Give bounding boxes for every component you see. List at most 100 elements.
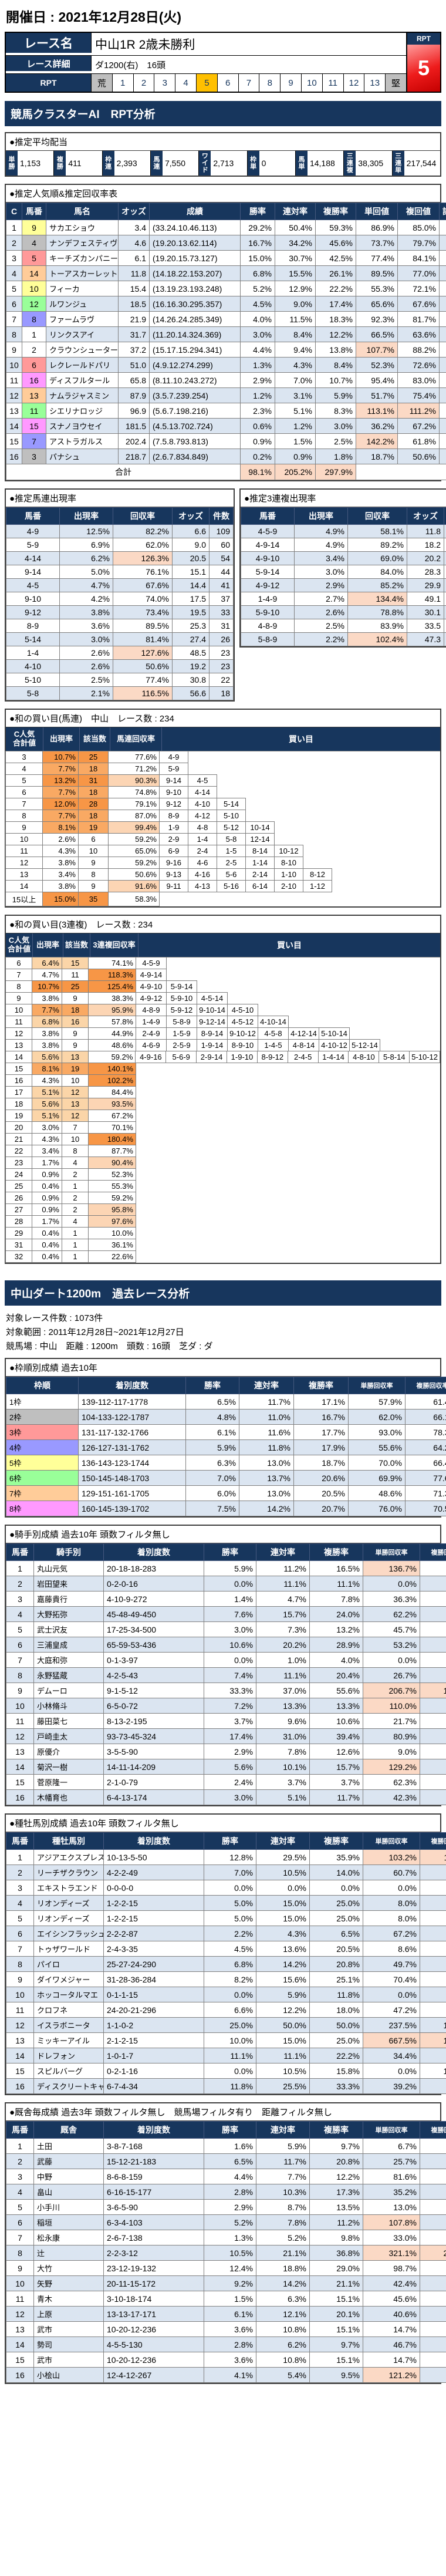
pick-cell: 2-9 <box>159 833 188 845</box>
payout-item: 枠単 0 <box>247 151 296 176</box>
cell: (33.24.10.46.113) <box>149 220 241 235</box>
cell: 160-145-139-1702 <box>78 1501 186 1516</box>
cell: 50.0% <box>256 2017 310 2033</box>
cell: 1.5% <box>275 433 316 449</box>
cell: 30.1 <box>407 605 444 619</box>
pick-cell: 12-14 <box>245 833 275 845</box>
buy-table-header: C人気 合計値 出現率 該当数 3連複回収率 買い目 <box>6 933 440 957</box>
cell: 0.9% <box>275 449 316 464</box>
cell: 14.2% <box>256 2275 310 2291</box>
cell: 中野 <box>33 2169 104 2184</box>
cell: 1 <box>62 1250 89 1263</box>
cell: 13.3% <box>256 1698 310 1714</box>
cell: 3.6% <box>204 2321 256 2337</box>
cell: 17-25-34-500 <box>103 1621 204 1637</box>
buy-row: 12 3.8% 9 59.2% 9-16 4-6 2-5 1-14 8-10 <box>5 857 440 869</box>
buy-row: 15以上 15.0% 35 58.3% <box>5 892 440 906</box>
cell: 15.4 <box>118 281 150 296</box>
cell: 81.7% <box>397 311 440 327</box>
pick-cell: 1-5 <box>217 845 246 857</box>
cell: 95.4% <box>356 372 398 388</box>
cell: 14 <box>6 2336 34 2352</box>
cell: 77.0% <box>397 265 440 281</box>
cell: 28 <box>78 798 109 810</box>
cell: 3 <box>5 751 43 763</box>
cell: 18 <box>78 763 109 775</box>
cell: 42.3% <box>363 1789 420 1805</box>
rate-row: 5-8 2.1% 116.5% 56.6 18 <box>6 686 234 700</box>
cell: アストラガルス <box>46 433 119 449</box>
cell: 29.0% <box>309 2260 363 2276</box>
rate-row: 5-10 2.5% 77.4% 30.8 22 <box>6 673 234 687</box>
pick-cell: 9-11 <box>159 880 188 892</box>
cell: 12.2% <box>315 326 356 342</box>
cell: 大竹 <box>33 2260 104 2276</box>
cell: リオンディーズ <box>33 1895 104 1911</box>
estimate-table-box: ●推定人気順&推定回収率表 C馬番馬名オッズ成績勝率連対率複勝率単回値複回値評価… <box>5 184 446 481</box>
cell: 2.5% <box>294 619 348 633</box>
cell: 14 <box>5 1051 32 1063</box>
cell: 28.9% <box>309 1637 363 1653</box>
cell: 64.8% <box>420 2367 446 2383</box>
cell: 10.8% <box>256 2352 310 2368</box>
cell: 76.1% <box>113 565 173 579</box>
buy-row: 17 5.1% 12 84.4% <box>5 1086 440 1098</box>
cell: 150-145-148-1703 <box>78 1470 186 1486</box>
cell: 4.9% <box>294 524 348 538</box>
cell: 4.3% <box>275 357 316 373</box>
cell: 14.7% <box>363 2352 420 2368</box>
estimate-row: 13 11 シエリナロッジ 96.9 (5.6.7.198.216) 2.3% 5.1% 8.… <box>6 403 446 419</box>
header-cell: オッズ <box>407 507 444 525</box>
payout-label: ●推定平均配当 <box>6 133 440 151</box>
cell: 4-2-5-43 <box>103 1667 204 1683</box>
payout-item: 単勝 1,153 <box>6 151 55 176</box>
cell: 2.2% <box>294 632 348 646</box>
cell: 6 <box>6 296 22 312</box>
cell: 47.3 <box>407 632 444 646</box>
cell: 8-9 <box>6 619 60 633</box>
cell: 5.9% <box>256 2138 310 2154</box>
cell: 7 <box>22 433 46 449</box>
cell: 0.0% <box>363 1987 420 2002</box>
cell: 121.2% <box>363 2367 420 2383</box>
pick-cell: 4-10-12 <box>319 1039 350 1051</box>
cell: 62.0% <box>348 1409 406 1425</box>
cell: 18.7% <box>356 449 398 464</box>
estimate-row: 4 14 トーアスカーレット 11.8 (14.18.22.153.207) 6.8% 15… <box>6 265 446 281</box>
rpt-scale-cell: 10 <box>301 74 323 92</box>
cell: 12.1% <box>256 2306 310 2322</box>
cell: 39.2% <box>363 2078 420 2094</box>
rpt-scale-cell: 12 <box>343 74 365 92</box>
cell: 8 <box>6 2245 34 2261</box>
cell: 142.2% <box>356 433 398 449</box>
cell: 36.4% <box>420 1698 446 1714</box>
cell: 13.0% <box>239 1455 294 1471</box>
estimate-table: C馬番馬名オッズ成績勝率連対率複勝率単回値複回値評価19サカエショウ3.4(33… <box>6 203 446 480</box>
cell: 67.6% <box>113 578 173 592</box>
cell: (2.6.7.834.849) <box>149 449 241 464</box>
cell: 12 <box>62 1110 89 1122</box>
cell: 6.8% <box>204 1956 256 1972</box>
cell: 33 <box>209 605 234 619</box>
stat-row: 5枠 136-143-123-1744 6.3% 13.0% 18.7% 70.0% 66.… <box>6 1455 446 1471</box>
cell: 10.7% <box>42 751 79 763</box>
cell: 59.2% <box>108 833 160 845</box>
cell: 0.0% <box>204 1880 256 1896</box>
cell: 8.3% <box>315 403 356 419</box>
rpt-badge-label: RPT <box>407 33 440 45</box>
cell: 58.3% <box>108 892 160 906</box>
jockey-stats-label: ●騎手別成績 過去10年 頭数フィルタ無し <box>6 1526 440 1543</box>
buy-row: 16 4.3% 10 102.2% <box>5 1074 440 1087</box>
cell: 12.4% <box>204 2260 256 2276</box>
header-cell: 複勝率 <box>293 1377 349 1394</box>
cell: 17.4% <box>204 1728 256 1744</box>
cell: (19.20.15.73.127) <box>149 250 241 266</box>
cell: 25 <box>444 578 446 592</box>
rpt-scale-cell: 1 <box>112 74 134 92</box>
payout-type-label: 単勝 <box>6 151 18 176</box>
cell: 8.0% <box>363 1910 420 1926</box>
cell: 20.6% <box>293 1470 349 1486</box>
